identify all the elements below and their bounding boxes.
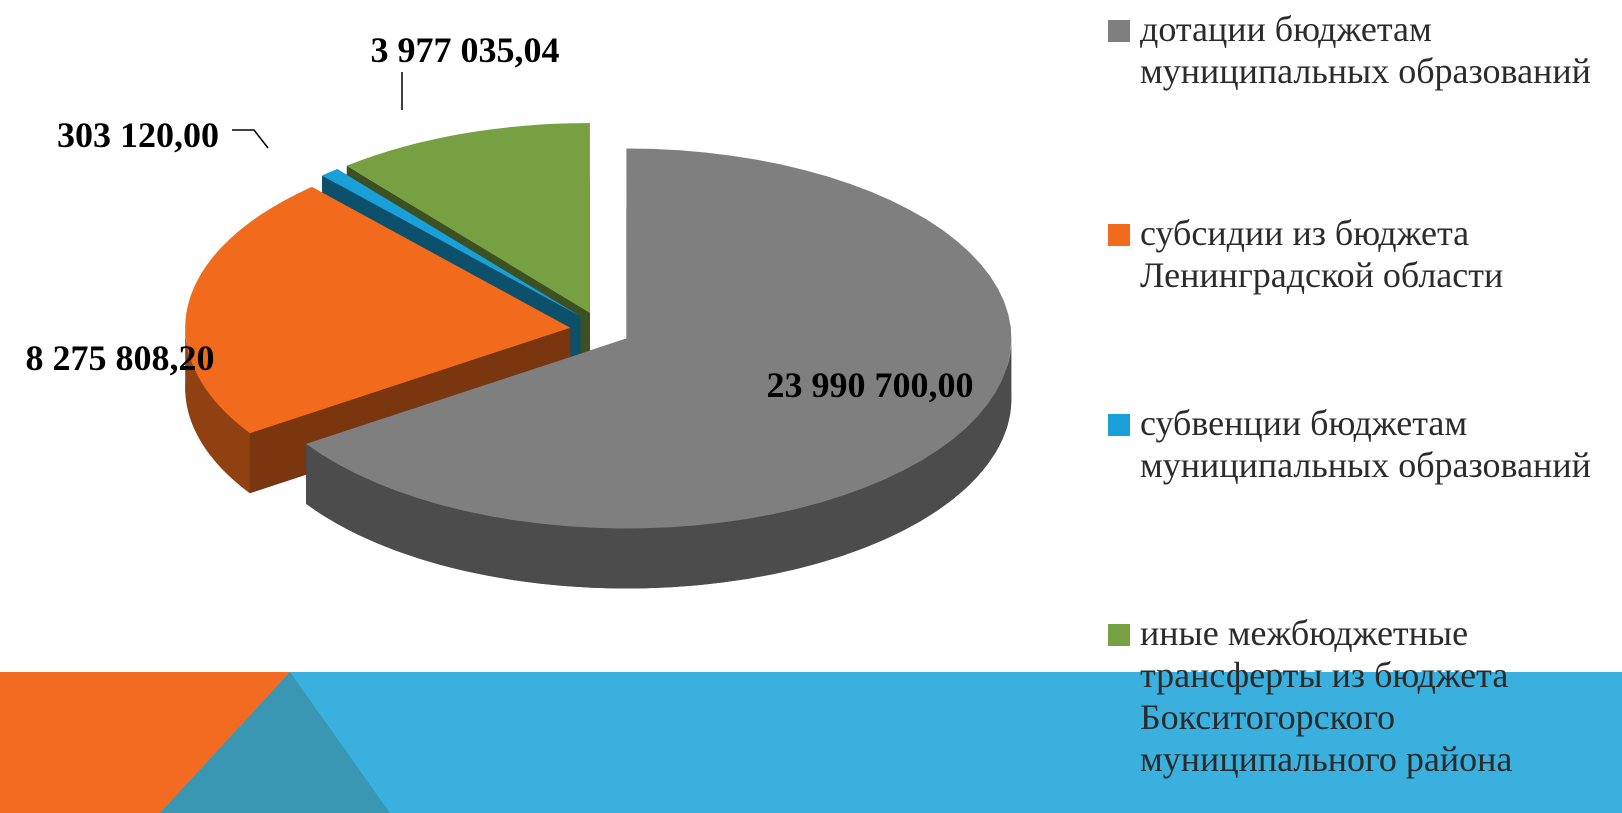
banner-teal — [160, 672, 390, 813]
banner — [0, 672, 1622, 813]
slice-top — [322, 169, 581, 317]
slice — [306, 148, 1012, 589]
banner-orange — [0, 672, 290, 813]
slice-wall — [306, 338, 1012, 589]
slice-top — [185, 186, 571, 434]
legend-item: субсидии из бюджета Ленинградской област… — [1108, 212, 1622, 296]
legend-label: дотации бюджетам муниципальных образован… — [1140, 9, 1591, 91]
data-label: 8 275 808,20 — [26, 338, 215, 378]
legend-item: дотации бюджетам муниципальных образован… — [1108, 8, 1622, 92]
data-labels: 23 990 700,00 8 275 808,20 303 120,00 3 977… — [26, 30, 974, 405]
leader-line — [232, 129, 269, 149]
legend-label: субсидии из бюджета Ленинградской област… — [1140, 213, 1504, 295]
legend-item: иные межбюджетные трансферты из бюджета … — [1108, 612, 1622, 780]
slice-wall — [185, 327, 250, 494]
legend-swatch — [1108, 224, 1130, 246]
data-label: 3 977 035,04 — [371, 30, 560, 70]
legend-label: иные межбюджетные трансферты из бюджета … — [1140, 613, 1513, 779]
legend-item: субвенции бюджетам муниципальных образов… — [1108, 402, 1622, 486]
pie — [185, 123, 1012, 589]
slice-top — [346, 123, 590, 314]
legend-swatch — [1108, 414, 1130, 436]
slice-top — [306, 148, 1012, 529]
legend-swatch — [1108, 624, 1130, 646]
legend-label: субвенции бюджетам муниципальных образов… — [1140, 403, 1591, 485]
data-label: 303 120,00 — [57, 115, 219, 155]
data-label: 23 990 700,00 — [767, 365, 974, 405]
legend-swatch — [1108, 20, 1130, 42]
